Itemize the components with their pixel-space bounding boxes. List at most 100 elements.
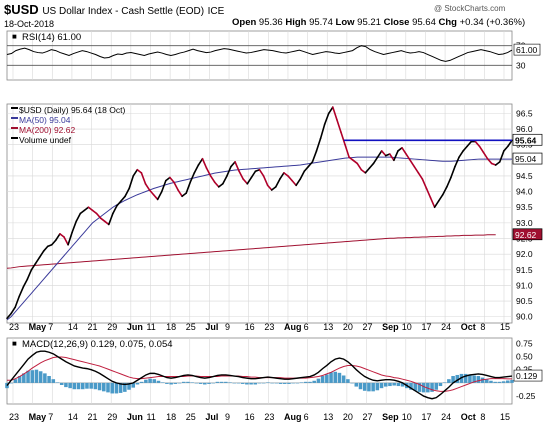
x-tick-label-price: Oct (461, 322, 476, 332)
price-line-segment (364, 167, 371, 174)
price-legend-entry: MA(200) 92.62 (19, 125, 75, 135)
price-line-segment (22, 278, 29, 288)
macd-histogram-bar (484, 379, 489, 383)
price-line-segment (140, 172, 147, 185)
macd-histogram-bar (80, 382, 85, 390)
price-line-segment (132, 168, 139, 177)
low-value: 95.21 (357, 17, 381, 28)
macd-histogram-bar (257, 382, 262, 384)
price-line-segment (189, 172, 196, 184)
x-tick-label-macd: 27 (363, 412, 373, 422)
macd-histogram-bar (396, 382, 401, 387)
macd-histogram-bar (489, 380, 493, 383)
macd-histogram-bar (118, 382, 123, 393)
macd-histogram-bar (102, 382, 106, 392)
x-tick-label-price: 10 (402, 322, 412, 332)
macd-histogram-bar (270, 382, 274, 384)
macd-histogram-bar (434, 382, 439, 390)
macd-histogram-bar (308, 381, 312, 383)
macd-histogram-bar (17, 376, 22, 383)
x-tick-label-macd: Jul (205, 412, 218, 422)
macd-histogram-bar (400, 382, 405, 387)
price-line-segment (128, 175, 135, 190)
macd-histogram-bar (38, 371, 43, 383)
macd-line (6, 350, 513, 400)
price-line-segment (124, 187, 130, 198)
macd-histogram-bar (333, 371, 338, 383)
x-tick-label-price: 11 (146, 322, 155, 332)
price-line-segment (323, 112, 330, 126)
price-value-tag: 92.62 (515, 230, 537, 240)
price-y-tick-label: 96.0 (516, 124, 533, 134)
macd-y-tick-label: 0.25 (516, 365, 533, 375)
price-line-segment (287, 175, 293, 182)
macd-legend-swatch: ■ (12, 339, 17, 348)
macd-histogram-bar (139, 381, 144, 383)
price-y-tick-label: 94.5 (516, 171, 533, 181)
price-line-segment (389, 153, 395, 162)
price-line-segment (14, 295, 21, 309)
price-line-segment (413, 165, 420, 174)
price-line-segment (478, 145, 485, 154)
price-line-segment (238, 170, 245, 180)
macd-histogram-bar (224, 381, 228, 383)
price-line-segment (299, 170, 306, 180)
price-line-segment (18, 286, 25, 298)
macd-histogram-bar (228, 382, 232, 383)
price-line-segment (217, 182, 224, 188)
watermark: @ StockCharts.com (434, 4, 506, 13)
macd-histogram-bar (388, 382, 392, 387)
x-tick-label-macd: May (29, 412, 47, 422)
macd-histogram-bar (144, 379, 148, 383)
macd-histogram-bar (299, 382, 304, 383)
high-value: 95.74 (309, 17, 333, 28)
price-line-segment (458, 150, 464, 158)
macd-histogram-bar (165, 382, 169, 384)
macd-histogram-bar (207, 382, 211, 384)
macd-histogram-bar (510, 380, 514, 383)
macd-value-tag-box (513, 369, 543, 382)
macd-histogram-bar (135, 382, 140, 385)
macd-histogram-bar (274, 382, 279, 384)
rsi-panel-frame (6, 30, 513, 81)
x-tick-label-macd: 25 (186, 412, 196, 422)
macd-histogram-bar (43, 373, 47, 383)
chart-header-title: $USD US Dollar Index - Cash Settle (EOD)… (4, 2, 224, 17)
x-tick-label-macd: 7 (48, 412, 53, 422)
price-y-tick-label: 90.5 (516, 296, 533, 306)
macd-histogram-bar (152, 379, 157, 383)
price-line-segment (55, 233, 61, 241)
x-tick-label-macd: 6 (304, 412, 309, 422)
macd-histogram-bar (51, 379, 56, 383)
price-line-segment (409, 159, 416, 168)
price-value-tag-box (512, 133, 543, 146)
price-y-tick-label: 94.0 (516, 187, 533, 197)
price-line-segment (397, 147, 403, 152)
macd-histogram-bar (354, 382, 359, 387)
price-y-tick-label: 93.5 (516, 202, 533, 212)
macd-histogram-bar (123, 382, 127, 392)
macd-histogram-bar (493, 381, 497, 383)
macd-histogram-bar (203, 382, 207, 385)
x-tick-label-price: 13 (323, 322, 333, 332)
x-tick-label-price: Jul (205, 322, 218, 332)
price-line-segment (226, 165, 232, 177)
exchange: ICE (207, 6, 225, 17)
price-line-segment (421, 178, 428, 190)
macd-histogram-bar (97, 382, 102, 391)
macd-histogram-bar (379, 382, 384, 389)
price-line-segment (165, 176, 171, 182)
price-line-segment (99, 217, 106, 223)
x-tick-label-price: 16 (245, 322, 255, 332)
macd-histogram-bar (160, 382, 165, 383)
macd-histogram-bar (59, 382, 64, 385)
x-tick-label-price: 20 (343, 322, 353, 332)
price-line-segment (209, 175, 216, 184)
price-line-segment (67, 231, 73, 246)
macd-histogram-bar (34, 369, 39, 383)
macd-histogram-bar (282, 382, 287, 384)
chg-label: Chg (438, 17, 457, 28)
macd-histogram-bar (329, 372, 333, 383)
macd-histogram-bar (375, 382, 380, 391)
